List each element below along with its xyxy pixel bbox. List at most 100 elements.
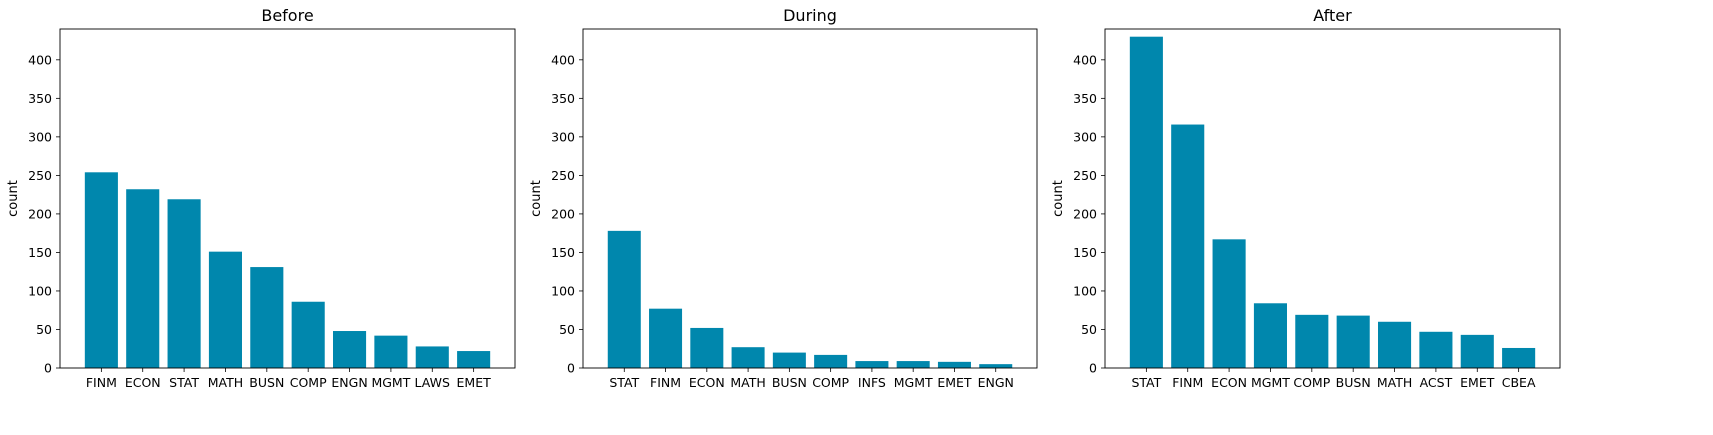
chart-panel-1: Before FINM ECON STAT MATH BUSN COMP ENGN MGMT LA… [6, 6, 516, 390]
y-tick-label: 250 [1073, 168, 1097, 183]
bar-math [1378, 321, 1412, 368]
y-axis-label: count [1051, 180, 1066, 217]
bar-cbea [1502, 347, 1536, 368]
bar-econ [690, 327, 724, 368]
x-tick-label: COMP [1293, 375, 1330, 390]
x-tick-label: MATH [1377, 375, 1412, 390]
y-tick-label: 300 [28, 129, 52, 144]
y-tick-label: 100 [1073, 283, 1097, 298]
bar-finm [84, 172, 118, 368]
x-tick-label: CBEA [1502, 375, 1536, 390]
bar-econ [126, 189, 160, 368]
chart-panel-2: During STAT FINM ECON MATH BUSN COMP INFS MGMT EM… [529, 6, 1038, 390]
x-tick-label: ENGN [331, 375, 367, 390]
chart-title: After [1313, 6, 1352, 25]
y-tick-label: 350 [551, 91, 575, 106]
y-axis-label: count [529, 180, 544, 217]
bar-busn [772, 352, 806, 368]
y-tick-label: 0 [567, 361, 575, 376]
y-tick-label: 100 [551, 283, 575, 298]
x-tick-label: EMET [457, 375, 492, 390]
y-tick-label: 250 [28, 168, 52, 183]
x-tick-label: LAWS [415, 375, 450, 390]
y-tick-label: 200 [551, 206, 575, 221]
bar-emet [1460, 334, 1494, 368]
bar-finm [649, 308, 683, 368]
x-tick-label: MGMT [894, 375, 933, 390]
x-tick-label: ENGN [978, 375, 1014, 390]
chart-panel-3: After STAT FINM ECON MGMT COMP BUSN MATH ACST EME… [1051, 6, 1561, 390]
bar-busn [1336, 315, 1370, 368]
x-tick-label: ECON [1211, 375, 1247, 390]
x-tick-label: BUSN [772, 375, 807, 390]
x-tick-label: STAT [169, 375, 199, 390]
x-tick-label: MGMT [1251, 375, 1290, 390]
y-tick-label: 300 [1073, 129, 1097, 144]
y-tick-label: 150 [551, 245, 575, 260]
x-tick-label: MATH [730, 375, 765, 390]
y-tick-label: 0 [1089, 361, 1097, 376]
y-tick-label: 350 [28, 91, 52, 106]
bar-econ [1212, 239, 1246, 368]
bar-mgmt [374, 335, 408, 368]
bar-mgmt [896, 361, 930, 368]
bar-math [208, 251, 242, 368]
bar-emet [937, 361, 971, 368]
y-tick-label: 50 [1081, 322, 1097, 337]
bar-math [731, 347, 765, 368]
chart-title: Before [261, 6, 313, 25]
bar-busn [250, 267, 284, 368]
x-tick-label: COMP [290, 375, 327, 390]
bar-stat [607, 230, 641, 368]
x-tick-label: MATH [208, 375, 243, 390]
y-tick-label: 300 [551, 129, 575, 144]
y-tick-label: 50 [559, 322, 575, 337]
chart-title: During [783, 6, 837, 25]
bar-finm [1171, 124, 1205, 368]
y-tick-label: 400 [28, 52, 52, 67]
x-tick-label: ECON [125, 375, 161, 390]
x-tick-label: FINM [86, 375, 117, 390]
bar-comp [291, 301, 325, 368]
bar-mgmt [1253, 303, 1287, 368]
plot-frame [1104, 28, 1561, 369]
y-tick-label: 0 [44, 361, 52, 376]
x-tick-label: ECON [689, 375, 725, 390]
x-tick-label: EMET [937, 375, 972, 390]
bar-comp [814, 354, 848, 368]
x-tick-label: INFS [858, 375, 886, 390]
y-tick-label: 150 [1073, 245, 1097, 260]
y-tick-label: 150 [28, 245, 52, 260]
y-tick-label: 50 [36, 322, 52, 337]
x-tick-label: BUSN [1336, 375, 1371, 390]
x-tick-label: STAT [1131, 375, 1161, 390]
y-tick-label: 350 [1073, 91, 1097, 106]
x-tick-label: EMET [1460, 375, 1495, 390]
x-tick-label: MGMT [371, 375, 410, 390]
plot-frame [582, 28, 1038, 369]
x-tick-label: ACST [1420, 375, 1453, 390]
y-tick-label: 200 [28, 206, 52, 221]
x-tick-label: BUSN [249, 375, 284, 390]
x-tick-label: STAT [609, 375, 639, 390]
bar-stat [1129, 36, 1163, 368]
y-tick-label: 200 [1073, 206, 1097, 221]
bar-engn [979, 364, 1013, 368]
bar-engn [333, 331, 367, 368]
y-tick-label: 400 [1073, 52, 1097, 67]
bar-laws [415, 346, 449, 368]
y-tick-label: 250 [551, 168, 575, 183]
y-tick-label: 100 [28, 283, 52, 298]
x-tick-label: FINM [650, 375, 681, 390]
y-tick-label: 400 [551, 52, 575, 67]
plot-frame [59, 28, 516, 369]
x-tick-label: FINM [1172, 375, 1203, 390]
x-tick-label: COMP [812, 375, 849, 390]
bar-comp [1295, 314, 1329, 368]
bar-infs [855, 361, 889, 368]
bar-stat [167, 199, 201, 368]
bar-emet [457, 351, 491, 368]
y-axis-label: count [6, 180, 21, 217]
bar-acst [1419, 331, 1453, 368]
